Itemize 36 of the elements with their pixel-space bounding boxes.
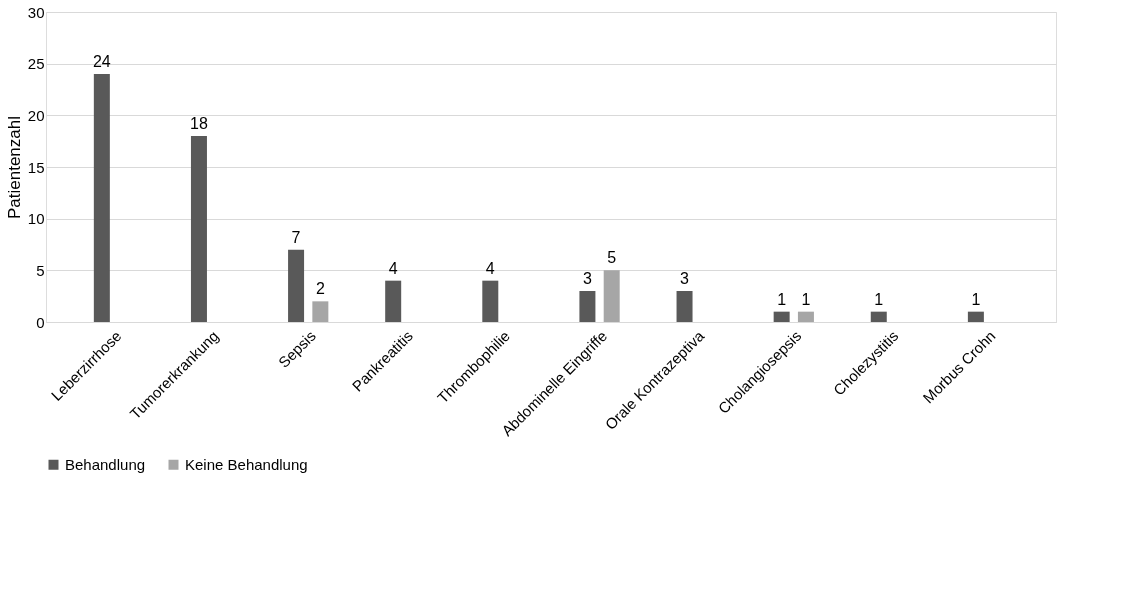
bar (579, 291, 596, 322)
bar (870, 311, 887, 322)
bar (190, 136, 207, 322)
data-label: 3 (582, 270, 592, 287)
y-axis-title: Patientenzahl (4, 115, 24, 220)
data-label: 7 (291, 228, 301, 246)
bar (385, 280, 402, 322)
data-label: 4 (485, 259, 495, 277)
bar (482, 280, 499, 322)
y-tick-label: 20 (27, 106, 45, 124)
data-label: 4 (388, 259, 398, 277)
legend-label: Behandlung (65, 455, 146, 473)
bar (312, 301, 329, 322)
data-label: 1 (874, 290, 884, 308)
bar (676, 291, 693, 322)
legend-label: Keine Behandlung (185, 455, 308, 473)
data-label: 2 (315, 280, 325, 298)
data-label: 1 (801, 290, 811, 308)
data-label: 18 (190, 115, 208, 132)
bar (603, 270, 620, 322)
y-tick-label: 15 (27, 158, 45, 176)
bar (288, 249, 305, 322)
bar (967, 311, 984, 322)
y-tick-label: 25 (27, 55, 45, 73)
bar (93, 74, 110, 322)
data-label: 5 (607, 249, 617, 267)
data-label: 3 (680, 270, 690, 287)
bar (773, 311, 790, 322)
y-tick-label: 0 (36, 313, 45, 331)
data-label: 24 (92, 53, 111, 70)
bar (797, 311, 814, 322)
y-tick-label: 5 (36, 261, 45, 279)
data-label: 1 (971, 290, 981, 308)
y-tick-label: 30 (27, 3, 45, 21)
y-tick-label: 10 (27, 210, 45, 228)
data-label: 1 (777, 290, 787, 308)
